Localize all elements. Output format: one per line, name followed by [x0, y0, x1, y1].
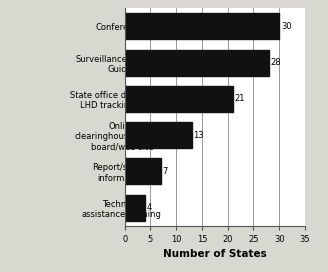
Bar [125, 122, 192, 148]
Text: 4: 4 [147, 203, 152, 212]
Text: 30: 30 [281, 22, 292, 31]
Bar [125, 194, 145, 221]
X-axis label: Number of States: Number of States [163, 249, 267, 259]
Bar [125, 158, 161, 184]
Text: 7: 7 [162, 167, 168, 176]
Text: 28: 28 [271, 58, 281, 67]
Bar [125, 13, 279, 39]
Text: 21: 21 [235, 94, 245, 103]
Text: 13: 13 [193, 131, 204, 140]
Bar [125, 50, 269, 76]
Bar [125, 86, 233, 112]
